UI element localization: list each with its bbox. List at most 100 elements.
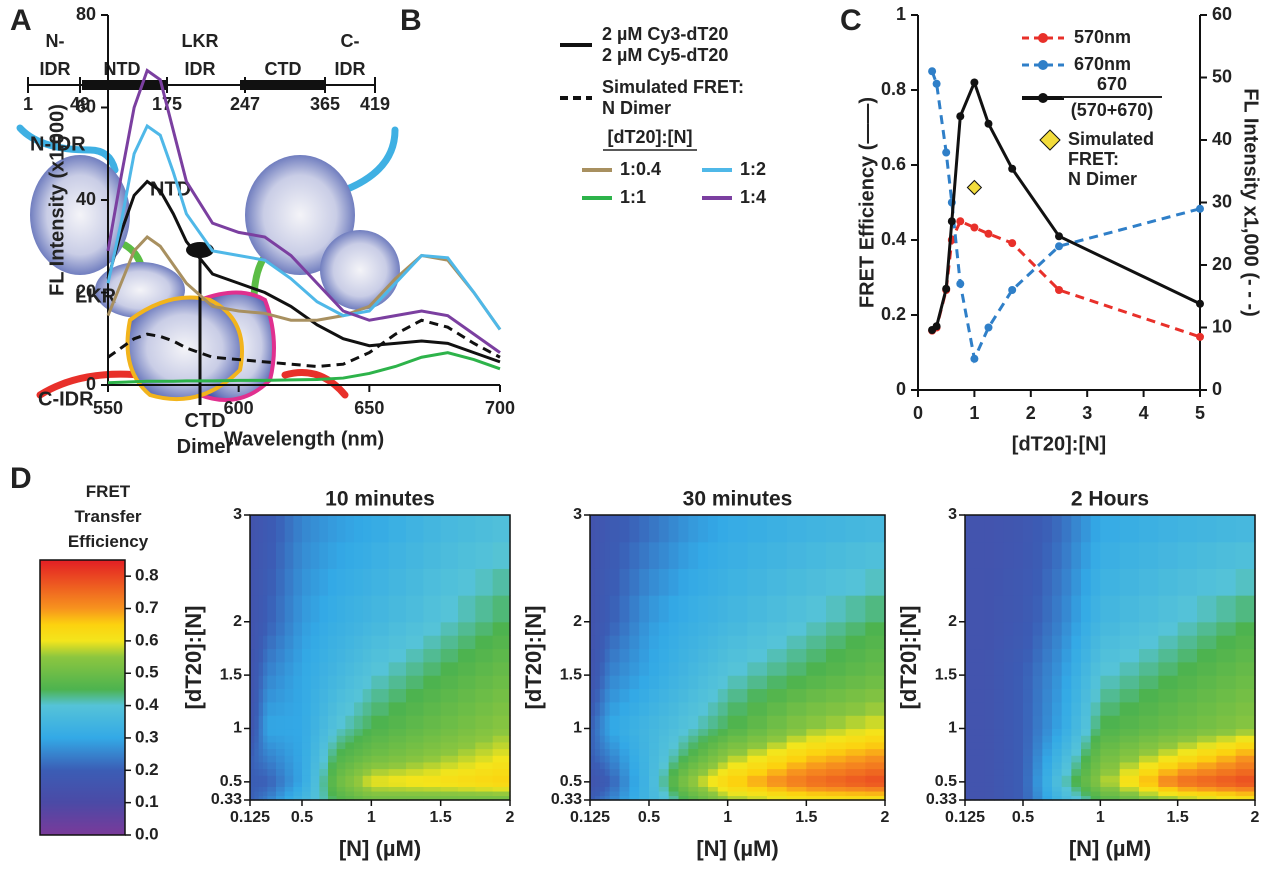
heat-cell xyxy=(767,781,788,787)
heat-cell xyxy=(362,648,372,663)
heat-cell xyxy=(276,701,286,716)
heat-cell xyxy=(727,648,748,663)
heat-cell xyxy=(1023,648,1034,663)
heat-cell xyxy=(284,648,294,663)
heat-cell xyxy=(258,661,264,676)
region-label: C-IDR xyxy=(335,31,366,79)
legend-label: Simulated FRET: N Dimer xyxy=(602,77,744,118)
heat-cell xyxy=(1119,621,1140,636)
heat-cell xyxy=(604,701,611,716)
heat-cell xyxy=(458,715,476,730)
heat-cell xyxy=(336,786,346,792)
heat-cell xyxy=(1023,735,1034,743)
heat-cell xyxy=(354,735,364,743)
heat-cell xyxy=(678,741,689,750)
heat-cell xyxy=(276,786,286,792)
heat-cell xyxy=(1235,741,1256,750)
heat-cell xyxy=(492,635,511,650)
heat-cell xyxy=(440,795,459,801)
heat-cell xyxy=(293,568,303,596)
heat-cell xyxy=(492,741,511,750)
x-tick-label: 3 xyxy=(1082,403,1092,423)
heat-cell xyxy=(345,688,355,703)
heat-cell xyxy=(354,768,364,776)
heat-cell xyxy=(678,735,689,743)
heat-cell xyxy=(845,688,866,703)
heat-cell xyxy=(475,648,494,663)
heat-cell xyxy=(658,648,670,663)
heat-cell xyxy=(263,648,268,663)
heat-cell xyxy=(629,688,640,703)
heat-cell xyxy=(994,715,1005,730)
heat-cell xyxy=(994,675,1005,690)
heat-cell xyxy=(371,541,390,569)
heat-cell xyxy=(1139,568,1159,596)
heat-cell xyxy=(599,741,606,750)
heat-cell xyxy=(1013,648,1024,663)
heat-cell xyxy=(658,541,670,569)
heat-cell xyxy=(1235,795,1256,801)
heat-cell xyxy=(1119,728,1140,736)
heat-cell xyxy=(1197,648,1217,663)
heat-cell xyxy=(1023,541,1034,569)
heat-cell xyxy=(1081,748,1092,756)
heat-cell xyxy=(1090,735,1101,743)
heat-cell xyxy=(604,755,611,763)
heat-cell xyxy=(678,648,689,663)
heat-cell xyxy=(371,748,390,756)
heat-cell xyxy=(1042,768,1053,776)
heat-cell xyxy=(747,755,768,763)
heat-cell xyxy=(599,635,606,650)
heat-cell xyxy=(319,755,329,763)
heat-cell xyxy=(590,748,596,756)
heat-cell xyxy=(590,648,596,663)
heat-cell xyxy=(254,790,260,797)
heat-cell xyxy=(1061,648,1072,663)
heat-cell xyxy=(826,635,847,650)
heat-cell xyxy=(406,541,424,569)
heat-cell xyxy=(786,621,807,636)
heat-cell xyxy=(276,648,286,663)
heat-cell xyxy=(406,761,424,770)
heat-cell xyxy=(678,635,689,650)
heat-cell xyxy=(1061,775,1072,783)
heat-cell xyxy=(727,701,748,716)
heat-cell xyxy=(594,568,601,596)
heat-cell xyxy=(388,688,407,703)
colorbar-tick-label: 0.4 xyxy=(135,695,159,714)
heat-cell xyxy=(994,775,1005,783)
heat-cell xyxy=(965,701,971,716)
heat-cell xyxy=(284,515,294,543)
heat-cell xyxy=(974,728,981,736)
heat-cell xyxy=(1197,781,1217,787)
heat-cell xyxy=(1003,541,1014,569)
heat-cell xyxy=(668,728,680,736)
heat-cell xyxy=(727,735,748,743)
heat-cell xyxy=(708,768,719,776)
heat-cell xyxy=(747,781,768,787)
heat-cell xyxy=(1216,761,1237,770)
heat-cell xyxy=(1177,568,1198,596)
x-tick-label: 1.5 xyxy=(1167,809,1189,826)
heat-cell xyxy=(826,735,847,743)
heat-cell xyxy=(590,568,596,596)
heat-cell xyxy=(698,621,709,636)
heat-cell xyxy=(1013,735,1024,743)
heat-cell xyxy=(336,635,346,650)
heat-cell xyxy=(1032,755,1043,763)
heat-cell xyxy=(458,741,476,750)
heat-cell xyxy=(284,675,294,690)
heat-cell xyxy=(994,648,1005,663)
heat-cell xyxy=(826,595,847,623)
heat-cell xyxy=(806,541,827,569)
heat-cell xyxy=(698,786,709,792)
heat-cell xyxy=(594,768,601,776)
heat-cell xyxy=(1139,761,1159,770)
legend-label: 1:4 xyxy=(740,187,766,207)
heat-cell xyxy=(1100,688,1121,703)
heat-cell xyxy=(668,661,680,676)
heat-cell xyxy=(979,775,985,783)
heat-cell xyxy=(1090,661,1101,676)
heat-cell xyxy=(1013,786,1024,792)
heat-cell xyxy=(1177,735,1198,743)
